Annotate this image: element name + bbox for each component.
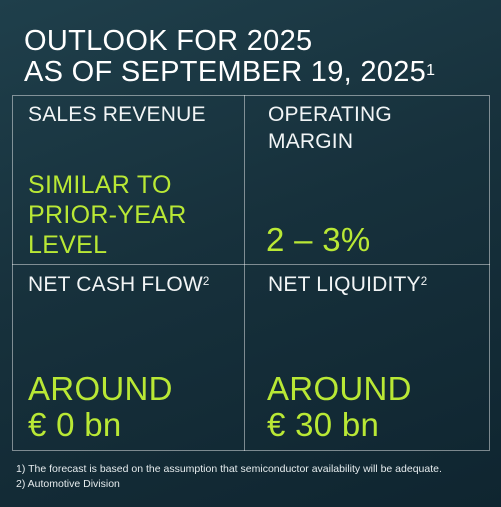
- grid-horizontal-divider: [12, 264, 490, 265]
- grid-vertical-divider: [244, 95, 245, 451]
- sales-revenue-label: SALES REVENUE: [28, 103, 206, 126]
- page-title: OUTLOOK FOR 2025 AS OF SEPTEMBER 19, 202…: [24, 26, 494, 88]
- footnote-2: 2) Automotive Division: [16, 478, 120, 490]
- sales-revenue-value-line-3: LEVEL: [28, 231, 108, 259]
- net-cash-flow-label-text: NET CASH FLOW: [28, 273, 203, 296]
- footnotes: 1) The forecast is based on the assumpti…: [16, 462, 496, 492]
- operating-margin-label-line-2: MARGIN: [268, 130, 354, 153]
- net-liquidity-value-line-2: € 30 bn: [267, 406, 380, 443]
- cell-sales-revenue: SALES REVENUE SIMILAR TO PRIOR-YEAR LEVE…: [28, 101, 238, 261]
- cell-operating-margin: OPERATING MARGIN 2 – 3%: [266, 101, 483, 261]
- net-cash-flow-value-line-2: € 0 bn: [28, 406, 122, 443]
- net-liquidity-value-line-1: AROUND: [267, 370, 412, 407]
- net-liquidity-value: AROUND € 30 bn: [267, 371, 412, 443]
- title-line-2-text: AS OF SEPTEMBER 19, 2025: [24, 56, 427, 88]
- net-cash-flow-footnote-marker: 2: [202, 276, 210, 288]
- net-liquidity-label-text: NET LIQUIDITY: [268, 273, 421, 296]
- title-line-2: AS OF SEPTEMBER 19, 20251: [24, 57, 494, 88]
- footnote-1: 1) The forecast is based on the assumpti…: [16, 463, 442, 475]
- net-liquidity-footnote-marker: 2: [420, 276, 428, 288]
- net-cash-flow-value-line-1: AROUND: [28, 370, 173, 407]
- cell-net-liquidity: NET LIQUIDITY2 AROUND € 30 bn: [267, 271, 483, 446]
- sales-revenue-value: SIMILAR TO PRIOR-YEAR LEVEL: [28, 170, 187, 260]
- outlook-grid: [12, 95, 490, 451]
- operating-margin-value: 2 – 3%: [266, 221, 371, 258]
- cell-net-cash-flow: NET CASH FLOW2 AROUND € 0 bn: [28, 271, 238, 446]
- operating-margin-label: OPERATING MARGIN: [268, 101, 483, 155]
- net-cash-flow-label: NET CASH FLOW2: [28, 271, 238, 298]
- sales-revenue-value-line-2: PRIOR-YEAR: [28, 201, 187, 229]
- title-footnote-marker: 1: [426, 62, 436, 79]
- operating-margin-label-line-1: OPERATING: [268, 103, 392, 126]
- net-liquidity-label: NET LIQUIDITY2: [268, 271, 483, 298]
- sales-revenue-value-line-1: SIMILAR TO: [28, 171, 172, 199]
- net-cash-flow-value: AROUND € 0 bn: [28, 371, 173, 443]
- title-line-1: OUTLOOK FOR 2025: [24, 25, 313, 57]
